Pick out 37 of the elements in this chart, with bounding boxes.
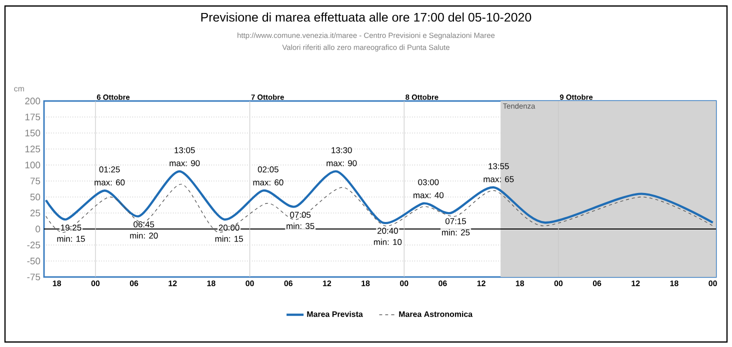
y-tick-label: -25 <box>27 242 40 248</box>
y-tick-label: 100 <box>25 162 40 168</box>
annotation: 07:15 <box>445 218 466 224</box>
y-tick-label: -50 <box>27 258 40 264</box>
y-tick-label: 150 <box>25 130 40 136</box>
annotation: min: 10 <box>374 238 402 246</box>
annotation: max: 40 <box>414 192 444 198</box>
annotation: min: 25 <box>442 229 470 236</box>
y-tick-label: 200 <box>25 98 40 104</box>
annotation: max: 60 <box>253 179 284 186</box>
annotation: min: 20 <box>130 232 158 239</box>
annotation: 13:30 <box>332 147 352 154</box>
chart-title: Previsione di marea effettuata alle ore 17:00 del 05-10-2020 <box>201 12 532 22</box>
annotation: 13:55 <box>488 163 509 170</box>
y-tick-label: -75 <box>27 274 40 280</box>
annotation: 02:05 <box>258 166 278 172</box>
annotation: 01:25 <box>99 166 120 172</box>
annotation: 20:40 <box>378 228 398 234</box>
annotation: 19:25 <box>61 224 82 231</box>
y-tick-label: 0 <box>36 226 40 232</box>
y-tick-label: 25 <box>30 210 40 216</box>
annotation: min: 15 <box>215 236 243 242</box>
annotation: 06:45 <box>134 221 154 228</box>
y-tick-label: 175 <box>25 114 40 120</box>
y-tick-label: 50 <box>30 194 40 200</box>
annotation: 20:00 <box>218 224 240 231</box>
annotation: min: 15 <box>57 236 85 242</box>
annotation: 03:00 <box>418 179 439 186</box>
annotation: max: 60 <box>94 179 125 186</box>
annotation: 07:05 <box>290 212 311 218</box>
annotation: max: 65 <box>484 176 514 182</box>
y-tick-label: 125 <box>25 146 40 152</box>
y-tick-label: 75 <box>30 178 40 184</box>
annotation: max: 90 <box>326 160 357 166</box>
annotation: max: 90 <box>170 160 200 166</box>
annotation: min: 35 <box>286 222 314 230</box>
annotation: 13:05 <box>174 147 195 154</box>
